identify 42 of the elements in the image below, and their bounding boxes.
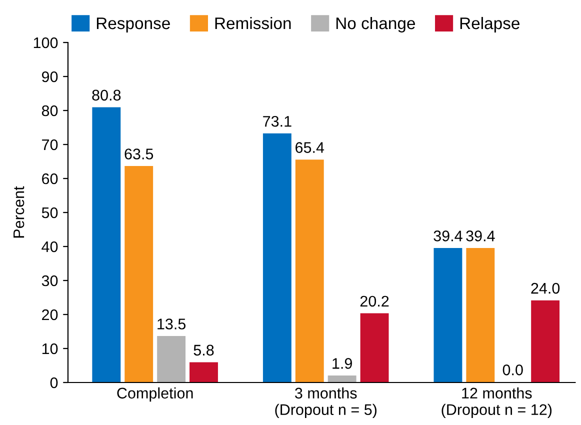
bar [190, 362, 218, 382]
y-tick-label: 80 [42, 105, 58, 116]
bar [466, 248, 495, 382]
data-label: 5.8 [194, 344, 214, 356]
x-tick-label: 12 months (Dropout n = 12) [442, 387, 552, 418]
legend-label: Response [96, 18, 170, 32]
y-tick-label: 90 [42, 71, 58, 82]
y-tick-label: 10 [42, 343, 58, 354]
bar [92, 107, 121, 382]
bar [157, 336, 186, 382]
bar [262, 133, 292, 382]
data-label: 63.5 [124, 148, 154, 160]
y-axis-title: Percent [14, 186, 24, 238]
data-label: 24.0 [531, 282, 560, 294]
y-tick-label: 50 [42, 207, 58, 218]
y-tick-label: 30 [42, 275, 58, 286]
bar [328, 375, 356, 382]
data-label: 65.4 [296, 142, 324, 153]
bar [434, 248, 462, 382]
y-tick-label: 20 [42, 309, 58, 320]
y-tick-label: 40 [42, 241, 58, 252]
bar [295, 160, 324, 382]
y-tick-label: 0 [50, 377, 58, 388]
y-tick-label: 70 [42, 139, 58, 150]
y-tick-label: 100 [34, 37, 58, 48]
data-label: 73.1 [263, 116, 292, 127]
data-label: 39.4 [434, 230, 462, 242]
data-label: 0.0 [502, 364, 523, 376]
bar [360, 313, 389, 382]
data-label: 1.9 [332, 358, 352, 369]
x-tick-label: 3 months (Dropout n = 5) [275, 387, 376, 418]
bar [124, 166, 154, 382]
data-label: 20.2 [360, 296, 389, 307]
x-tick-label: Completion [117, 387, 193, 402]
y-tick-label: 60 [42, 173, 58, 184]
legend-label: Relapse [460, 16, 520, 32]
data-label: 80.8 [92, 90, 121, 101]
legend-label: Remission [215, 16, 291, 30]
data-label: 39.4 [466, 230, 495, 242]
bar [531, 300, 560, 382]
legend-label: No change [336, 16, 415, 32]
data-label: 13.5 [158, 318, 186, 330]
